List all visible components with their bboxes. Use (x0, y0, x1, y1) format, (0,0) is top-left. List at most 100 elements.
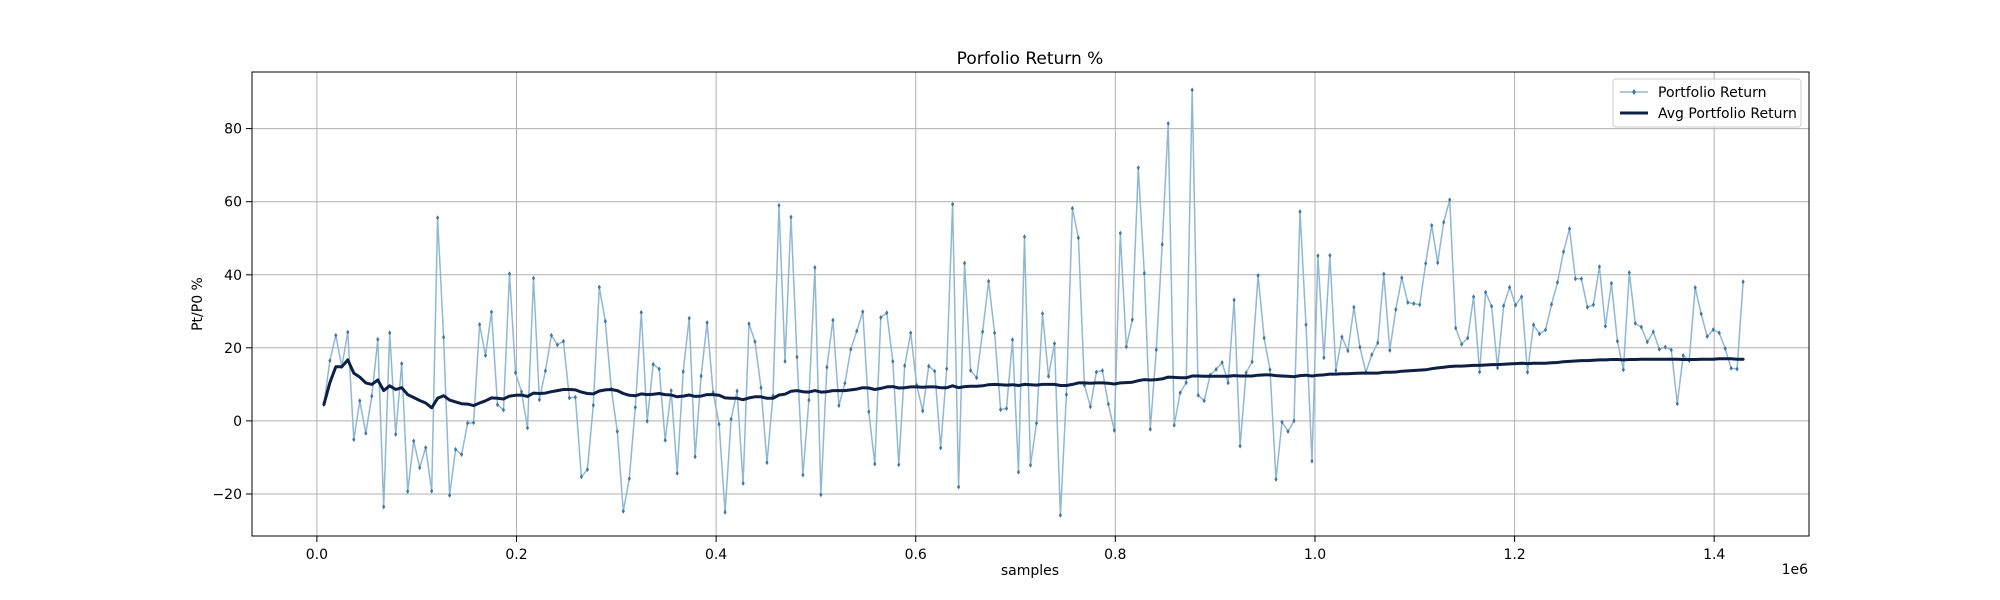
portfolio-return-point (1723, 346, 1727, 352)
portfolio-return-point (1298, 209, 1302, 215)
portfolio-return-point (741, 480, 745, 486)
portfolio-return-point (561, 338, 565, 344)
portfolio-return-point (1741, 279, 1745, 285)
portfolio-return-point (328, 358, 332, 364)
portfolio-return-point (909, 330, 913, 336)
portfolio-return-point (663, 437, 667, 443)
portfolio-return-point (555, 342, 559, 348)
legend-box (1612, 78, 1802, 128)
portfolio-return-point (1508, 284, 1512, 290)
portfolio-return-point (1621, 367, 1625, 373)
portfolio-return-point (699, 373, 703, 379)
portfolio-return-point (507, 271, 512, 277)
portfolio-return-point (394, 431, 398, 437)
portfolio-return-point (358, 398, 362, 404)
portfolio-return-point (843, 380, 847, 386)
portfolio-return-point (807, 397, 811, 403)
portfolio-return-point (1142, 270, 1146, 276)
portfolio-return-point (1699, 311, 1703, 317)
portfolio-return-point (364, 430, 368, 436)
portfolio-return-point (1394, 307, 1398, 312)
portfolio-return-point (1735, 366, 1739, 372)
portfolio-return-point (1094, 369, 1098, 375)
portfolio-return-point (753, 339, 757, 345)
portfolio-return-point (1561, 249, 1566, 255)
portfolio-return-point (1118, 230, 1122, 236)
portfolio-return-point (579, 474, 583, 480)
portfolio-return-point (1154, 347, 1158, 353)
x-tick-label: 1.2 (1503, 547, 1525, 563)
y-tick-label: −20 (212, 487, 242, 503)
portfolio-return-point (975, 375, 979, 381)
portfolio-return-point (483, 353, 488, 358)
portfolio-return-point (1310, 458, 1314, 464)
portfolio-return-point (1244, 370, 1248, 376)
portfolio-return-point (1034, 420, 1039, 426)
portfolio-return-point (1705, 334, 1709, 339)
portfolio-return-point (1226, 380, 1230, 386)
portfolio-return-point (783, 358, 787, 364)
portfolio-return-point (1693, 285, 1697, 291)
portfolio-return-point (903, 363, 907, 369)
portfolio-return-point (1070, 205, 1074, 211)
portfolio-return-point (1166, 121, 1170, 126)
y-tick-label: 20 (224, 341, 242, 357)
portfolio-return-point (813, 265, 817, 270)
series-avg-portfolio-return (322, 357, 1745, 410)
grid-lines (252, 72, 1809, 536)
y-tick-label: 40 (224, 268, 242, 284)
portfolio-return-point (412, 438, 416, 444)
portfolio-return-point (549, 332, 553, 338)
y-axis-label: Pt/P0 % (190, 277, 206, 331)
portfolio-return-point (1274, 476, 1278, 482)
portfolio-return-point (448, 492, 452, 498)
portfolio-return-point (855, 328, 859, 334)
portfolio-return-point (957, 484, 961, 490)
portfolio-return-point (1645, 339, 1649, 345)
portfolio-return-point (651, 361, 655, 367)
x-axis-label: samples (1001, 563, 1059, 579)
x-tick-label: 0.8 (1104, 547, 1126, 563)
portfolio-return-point (567, 395, 571, 401)
portfolio-return-point (1160, 241, 1164, 247)
portfolio-return-point (1178, 390, 1182, 396)
plot-area-frame (251, 71, 1810, 537)
portfolio-return-point (1478, 369, 1482, 375)
portfolio-return-point (1436, 260, 1440, 266)
portfolio-return-point (1711, 327, 1715, 333)
portfolio-return-point (1520, 294, 1524, 300)
portfolio-return-point (831, 317, 835, 323)
portfolio-return-point (1615, 338, 1619, 344)
portfolio-return-point (1022, 234, 1027, 240)
portfolio-return-point (969, 368, 973, 373)
portfolio-return-point (1256, 273, 1260, 278)
portfolio-return-point (370, 393, 374, 399)
portfolio-return-point (1184, 380, 1188, 386)
portfolio-return-point (999, 407, 1003, 413)
portfolio-return-point (921, 408, 925, 414)
portfolio-return-point (1502, 303, 1506, 309)
portfolio-return-point (879, 315, 883, 320)
portfolio-return-point (885, 310, 889, 316)
portfolio-return-point (933, 368, 937, 374)
portfolio-return-point (1543, 327, 1548, 333)
portfolio-return-point (1496, 365, 1500, 371)
portfolio-return-point (1514, 302, 1518, 308)
portfolio-return-point (1328, 252, 1332, 258)
portfolio-return-point (430, 488, 434, 494)
portfolio-return-point (1657, 346, 1661, 352)
portfolio-return-point (1190, 87, 1194, 93)
y-axis-ticks: −20 0 20 40 60 80 (212, 122, 252, 503)
x-axis-ticks: 0.0 0.2 0.4 0.6 0.8 1.0 1.2 1.4 (306, 536, 1725, 563)
portfolio-return-point (1400, 275, 1404, 281)
portfolio-return-point (1484, 289, 1488, 295)
portfolio-return-point (1346, 348, 1350, 354)
portfolio-return-point (627, 476, 631, 482)
portfolio-return-point (442, 334, 446, 340)
portfolio-return-point (1202, 398, 1206, 404)
portfolio-return-point (717, 421, 721, 427)
portfolio-return-point (945, 366, 949, 372)
portfolio-return-point (1669, 347, 1673, 353)
legend-label-portfolio-return: Portfolio Return (1658, 85, 1767, 101)
portfolio-return-point (334, 332, 338, 338)
